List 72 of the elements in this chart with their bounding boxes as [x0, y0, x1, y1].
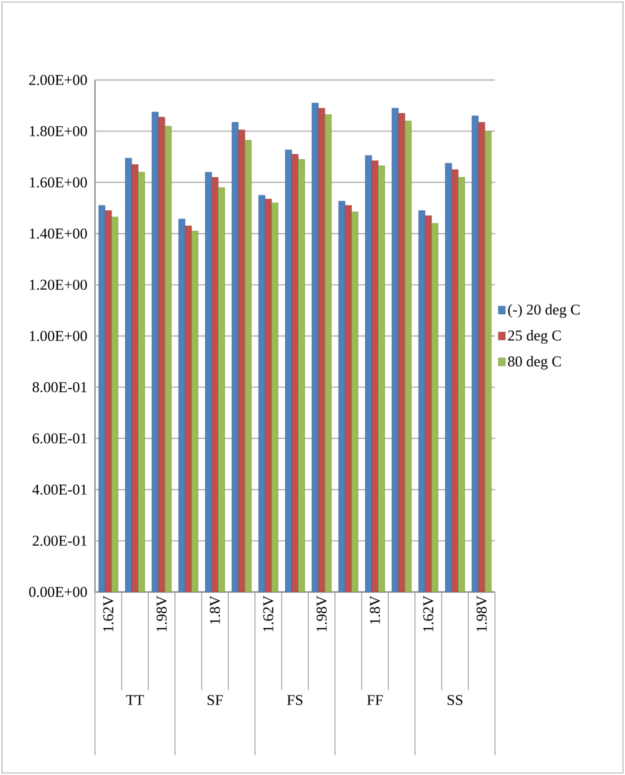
- bar: [264, 198, 272, 592]
- bar: [324, 114, 332, 592]
- bar: [372, 160, 378, 592]
- bar: [418, 210, 426, 592]
- bar: [351, 212, 358, 592]
- text: SS: [448, 694, 462, 706]
- bar: [152, 112, 159, 592]
- x-tick-label: 1.62V: [263, 596, 274, 632]
- bar: [478, 122, 486, 592]
- bar: [125, 158, 132, 592]
- bar: [132, 164, 138, 592]
- x-tick-label: 1.98V: [316, 596, 327, 632]
- bar: [258, 195, 266, 592]
- bar: [431, 223, 438, 592]
- bar: [318, 108, 326, 592]
- text: FF: [367, 695, 383, 705]
- bar: [378, 166, 385, 592]
- y-tick-label: 1.40E+00: [30, 228, 87, 239]
- y-tick-label: 2.00E-01: [32, 536, 87, 546]
- y-tick-label: 2.00E+00: [29, 74, 87, 86]
- legend-label: 25 deg C: [508, 330, 561, 344]
- text: TT: [126, 695, 144, 705]
- x-tick-label: 1.98V: [476, 596, 487, 632]
- bar: [484, 131, 492, 592]
- y-tick-label: 6.00E-01: [32, 433, 87, 444]
- bar: [238, 130, 246, 592]
- bar: [244, 140, 252, 592]
- bar: [285, 150, 292, 592]
- bar: [212, 177, 218, 592]
- x-tick-label: 1.8V: [210, 596, 220, 624]
- bar: [398, 113, 406, 592]
- y-tick-label: 0.00E+00: [29, 586, 87, 598]
- bar: [164, 126, 172, 592]
- y-tick-label: 8.00E-01: [32, 382, 87, 392]
- bar: [178, 218, 186, 592]
- bar: [344, 205, 352, 592]
- bar: [452, 169, 458, 592]
- bar: [191, 230, 198, 592]
- bar: [104, 210, 112, 592]
- legend-label: (-) 20 deg C: [508, 304, 580, 318]
- bar: [232, 122, 239, 592]
- bar: [392, 108, 399, 592]
- bar: [292, 154, 298, 592]
- y-tick-label: 1.20E+00: [30, 280, 87, 290]
- text: SF: [208, 694, 223, 706]
- bar: [424, 216, 432, 592]
- y-tick-label: 1.60E+00: [30, 177, 87, 188]
- bar: [404, 120, 412, 592]
- bar: [271, 202, 278, 592]
- bar: [338, 200, 346, 592]
- y-tick-label: 1.80E+00: [30, 126, 87, 136]
- bar: [218, 187, 225, 592]
- y-tick-label: 4.00E-01: [32, 484, 87, 495]
- x-tick-label: 1.98V: [156, 596, 167, 632]
- bar: [98, 205, 106, 592]
- bar: [205, 172, 212, 592]
- bar: [445, 163, 452, 592]
- bar: [184, 226, 192, 592]
- bar: [111, 216, 118, 592]
- x-tick-label: 1.8V: [370, 596, 380, 624]
- bar: [298, 159, 305, 592]
- bar: [158, 116, 166, 592]
- x-tick-label: 1.62V: [423, 596, 434, 632]
- legend-label: 80 deg C: [508, 356, 561, 370]
- bar: [458, 177, 465, 592]
- text: FS: [287, 694, 302, 706]
- bar: [138, 172, 145, 592]
- bar: [312, 102, 319, 592]
- x-tick-label: 1.62V: [103, 596, 114, 632]
- bar: [472, 116, 479, 592]
- y-tick-label: 1.00E+00: [30, 330, 87, 342]
- bar: [365, 155, 372, 592]
